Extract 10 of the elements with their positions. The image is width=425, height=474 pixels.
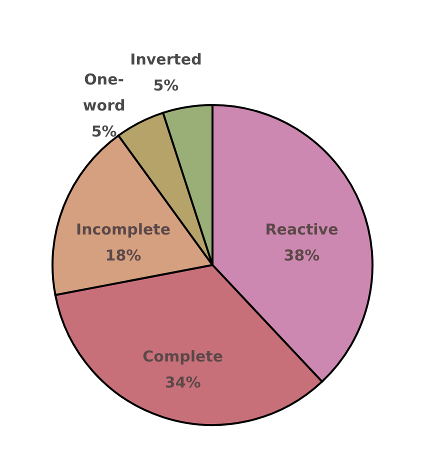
data-label: 5% [153,76,179,95]
data-label: 18% [105,246,142,265]
slice-label: Inverted [130,50,202,69]
slice-label: One-word [82,70,126,115]
data-label: 5% [91,122,117,141]
slice-label: Reactive [265,220,338,239]
slice-label: Complete [142,347,224,366]
data-label: 34% [164,373,201,392]
data-label: 38% [284,246,320,265]
slice-label: Incomplete [76,220,170,239]
